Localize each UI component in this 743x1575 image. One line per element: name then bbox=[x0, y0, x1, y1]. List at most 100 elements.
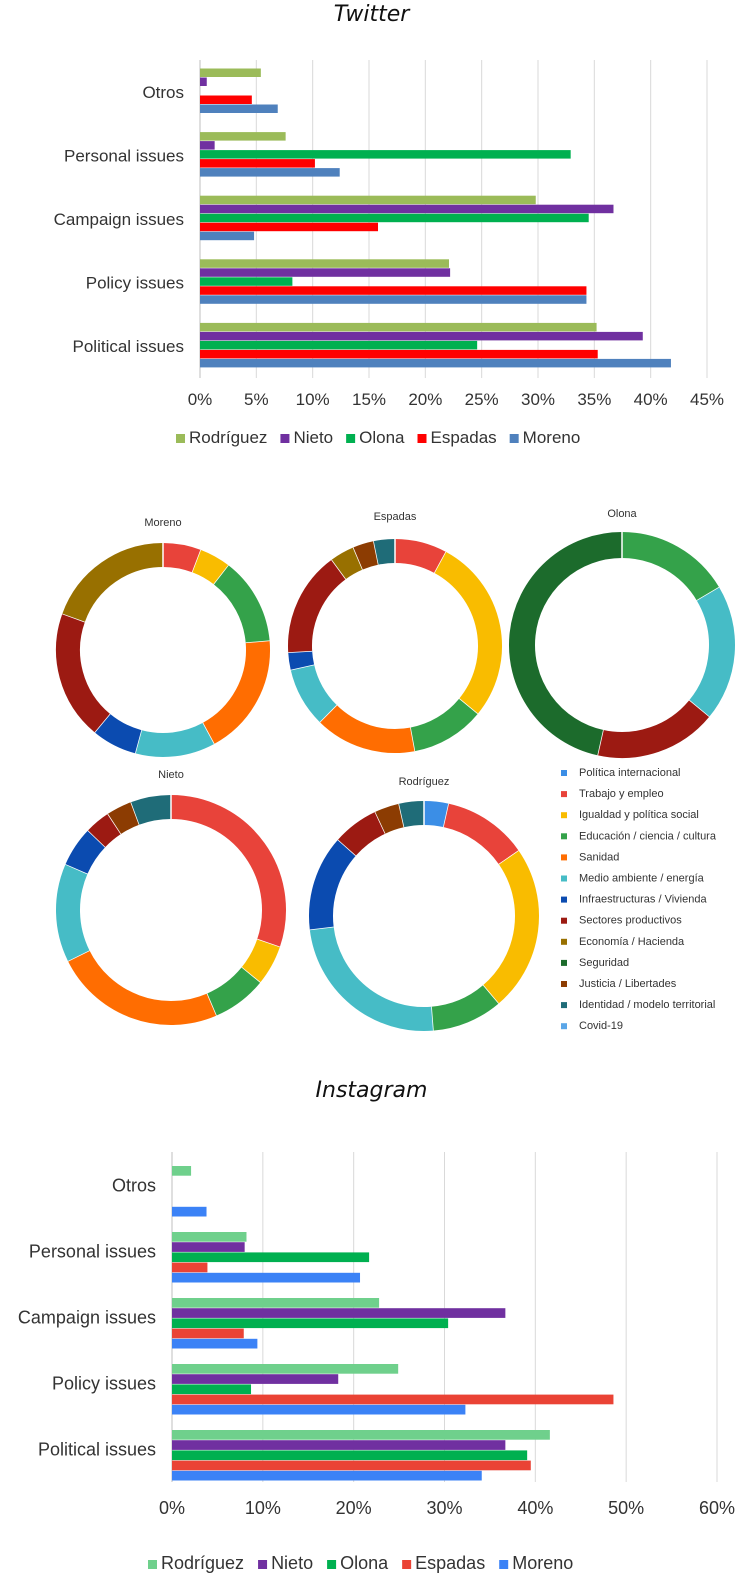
legend-swatch-rodriguez bbox=[148, 1560, 157, 1569]
x-tick-label: 15% bbox=[352, 390, 386, 409]
topic-legend-swatch-sanidad bbox=[561, 854, 567, 861]
bar-rodriguez bbox=[172, 1298, 380, 1308]
donut-slice-olona-seguridad bbox=[509, 532, 623, 756]
slice-separator bbox=[458, 698, 479, 715]
x-tick-label: 20% bbox=[408, 390, 442, 409]
topic-legend-label-identidad-modelo-territorial: Identidad / modelo territorial bbox=[579, 999, 715, 1011]
donut-slice-olona-educacion-ciencia-cultura bbox=[621, 532, 720, 602]
donut-slice-moreno-medio-ambiente-energia bbox=[135, 722, 214, 757]
donut-slice-espadas-infraestructuras-vivienda bbox=[288, 650, 315, 670]
x-tick-label: 40% bbox=[517, 1498, 553, 1518]
bar-rodriguez bbox=[172, 1430, 550, 1440]
topic-legend-label-medio-ambiente-energia: Medio ambiente / energía bbox=[579, 873, 705, 885]
twitter-title: Twitter bbox=[333, 2, 410, 27]
bar-rodriguez bbox=[200, 68, 261, 77]
donut-slice-nieto-medio-ambiente-energia bbox=[56, 864, 90, 961]
x-tick-label: 35% bbox=[577, 390, 611, 409]
bar-nieto bbox=[200, 331, 643, 341]
topic-legend-label-igualdad-y-politica-social: Igualdad y política social bbox=[579, 809, 699, 821]
legend-label-olona: Olona bbox=[359, 428, 405, 447]
bar-moreno bbox=[200, 231, 255, 241]
bar-espadas bbox=[200, 159, 315, 168]
category-label: Political issues bbox=[38, 1439, 156, 1459]
slice-separator bbox=[67, 949, 90, 962]
bar-nieto bbox=[172, 1308, 506, 1318]
bar-nieto bbox=[200, 268, 451, 277]
x-tick-label: 10% bbox=[296, 390, 330, 409]
topic-legend-swatch-politica-internacional bbox=[561, 770, 567, 776]
legend-swatch-espadas bbox=[402, 1560, 412, 1569]
x-tick-label: 20% bbox=[336, 1498, 372, 1518]
legend-swatch-olona bbox=[346, 434, 356, 443]
x-tick-label: 5% bbox=[244, 390, 269, 409]
category-label: Personal issues bbox=[64, 146, 184, 165]
donut-slice-nieto-trabajo-y-empleo bbox=[170, 795, 286, 948]
bar-moreno bbox=[172, 1404, 466, 1415]
donut-slice-olona-sectores-productivos bbox=[597, 700, 710, 758]
donut-slice-rodriguez-educacion-ciencia-cultura bbox=[430, 985, 499, 1031]
legend-label-moreno: Moreno bbox=[523, 428, 581, 447]
bar-rodriguez bbox=[200, 259, 449, 268]
donut-title-olona: Olona bbox=[607, 508, 637, 520]
legend-label-nieto: Nieto bbox=[293, 428, 333, 447]
donut-slice-moreno-infraestructuras-vivienda bbox=[94, 713, 142, 754]
bar-espadas bbox=[172, 1394, 614, 1405]
topic-legend-swatch-economia-hacienda bbox=[561, 938, 567, 945]
x-tick-label: 60% bbox=[699, 1498, 735, 1518]
donut-slice-rodriguez-medio-ambiente-energia bbox=[309, 926, 433, 1031]
x-tick-label: 10% bbox=[245, 1498, 281, 1518]
bar-espadas bbox=[172, 1460, 531, 1471]
donut-slice-espadas-sectores-productivos bbox=[288, 559, 347, 653]
bar-moreno bbox=[200, 295, 587, 304]
donut-slice-nieto-infraestructuras-vivienda bbox=[65, 830, 106, 875]
bar-olona bbox=[172, 1384, 252, 1395]
donut-slice-espadas-justicia-libertades bbox=[353, 541, 379, 570]
legend-label-nieto: Nieto bbox=[271, 1553, 313, 1573]
donut-slice-rodriguez-politica-internacional bbox=[423, 801, 449, 828]
topic-legend-swatch-justicia-libertades bbox=[561, 981, 567, 987]
donut-slice-espadas-educacion-ciencia-cultura bbox=[409, 698, 478, 752]
category-label: Policy issues bbox=[52, 1373, 156, 1393]
bar-moreno bbox=[200, 358, 671, 368]
bar-espadas bbox=[172, 1328, 244, 1339]
legend-swatch-olona bbox=[327, 1560, 337, 1569]
donut-slice-espadas-sanidad bbox=[319, 704, 415, 753]
bar-nieto bbox=[172, 1242, 245, 1252]
x-tick-label: 30% bbox=[426, 1498, 462, 1518]
category-label: Otros bbox=[112, 1175, 156, 1195]
donut-title-rodriguez: Rodríguez bbox=[399, 776, 450, 788]
bar-espadas bbox=[200, 286, 587, 295]
category-label: Personal issues bbox=[29, 1241, 156, 1261]
topic-legend-swatch-trabajo-y-empleo bbox=[561, 791, 567, 798]
donut-title-nieto: Nieto bbox=[158, 769, 184, 781]
legend-swatch-nieto bbox=[258, 1560, 268, 1569]
bar-rodriguez bbox=[172, 1364, 399, 1374]
donut-slice-nieto-sanidad bbox=[67, 950, 217, 1025]
topic-legend-swatch-covid-19 bbox=[561, 1023, 567, 1030]
donut-slice-rodriguez-igualdad-y-politica-social bbox=[482, 850, 539, 1004]
bar-olona bbox=[200, 150, 571, 159]
category-label: Campaign issues bbox=[54, 210, 184, 229]
bar-rodriguez bbox=[172, 1232, 247, 1242]
bar-moreno bbox=[172, 1206, 207, 1217]
bar-olona bbox=[172, 1318, 449, 1329]
bar-espadas bbox=[172, 1262, 208, 1273]
topic-legend-label-economia-hacienda: Economía / Hacienda bbox=[579, 936, 685, 948]
donut-slice-espadas-trabajo-y-empleo bbox=[394, 539, 447, 574]
topic-donut-charts: Moreno Espadas Olona Nieto Rodríguez Política… bbox=[56, 508, 735, 1032]
bar-nieto bbox=[172, 1440, 506, 1450]
topic-legend-swatch-igualdad-y-politica-social bbox=[561, 812, 567, 819]
bar-rodriguez bbox=[200, 132, 286, 141]
x-tick-label: 0% bbox=[188, 390, 213, 409]
donut-slice-nieto-igualdad-y-politica-social bbox=[241, 939, 280, 983]
topic-legend-swatch-educacion-ciencia-cultura bbox=[561, 833, 567, 840]
bar-espadas bbox=[200, 95, 252, 104]
bar-moreno bbox=[172, 1272, 361, 1283]
donut-slice-espadas-igualdad-y-politica-social bbox=[434, 552, 502, 715]
topic-legend-swatch-seguridad bbox=[561, 959, 567, 966]
category-label: Policy issues bbox=[86, 274, 184, 293]
legend-swatch-moreno bbox=[509, 434, 519, 443]
topic-legend-label-covid-19: Covid-19 bbox=[579, 1020, 623, 1032]
bar-olona bbox=[200, 213, 589, 223]
topic-legend-label-sectores-productivos: Sectores productivos bbox=[579, 915, 682, 927]
